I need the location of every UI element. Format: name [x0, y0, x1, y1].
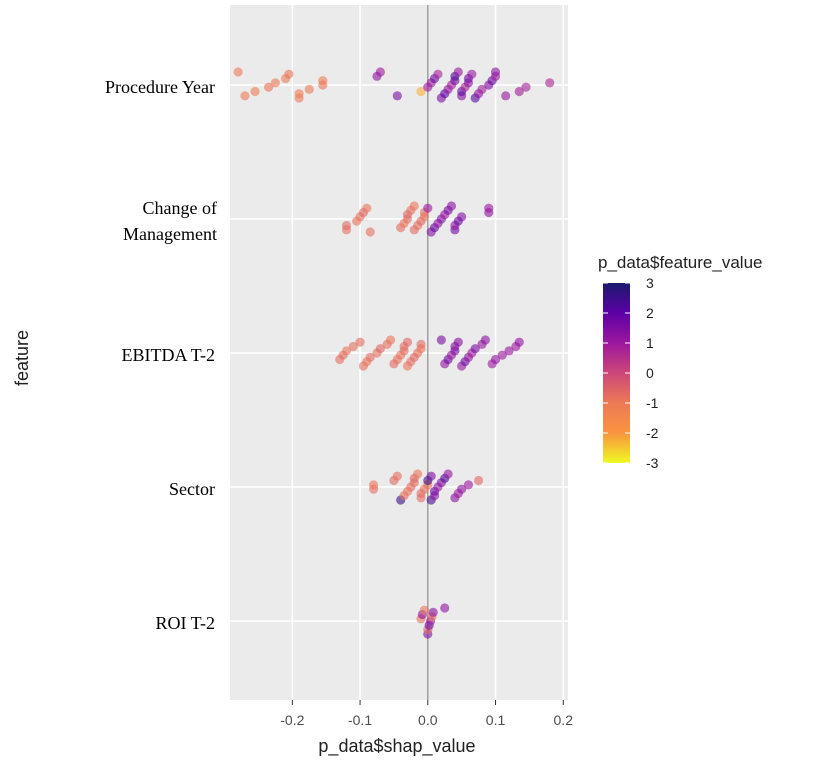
point [233, 67, 243, 77]
point [341, 346, 352, 356]
point [419, 605, 430, 615]
points [233, 67, 555, 639]
point [375, 67, 385, 77]
colorbar-tick-label: -1 [646, 395, 659, 411]
grid [230, 5, 568, 700]
point [402, 337, 413, 347]
point [365, 227, 375, 237]
point [545, 78, 555, 88]
point [504, 346, 514, 356]
point [521, 82, 531, 92]
point [440, 603, 450, 613]
point [355, 337, 365, 347]
x-axis-title: p_data$shap_value [318, 736, 475, 757]
point [446, 201, 457, 211]
point [304, 84, 314, 94]
point [348, 341, 358, 352]
x-tick-label: 0.2 [554, 712, 574, 728]
point [453, 67, 463, 77]
point [318, 76, 328, 86]
point [270, 78, 280, 88]
point [341, 220, 352, 231]
point [428, 607, 438, 617]
point [250, 86, 260, 97]
point [467, 69, 477, 79]
point [385, 335, 396, 345]
feature-label: Procedure Year [105, 77, 215, 97]
point [423, 203, 433, 213]
point [514, 337, 524, 347]
point [443, 469, 453, 479]
point [392, 471, 402, 481]
feature-label: Change of Management [123, 198, 217, 244]
point [240, 91, 250, 101]
point [484, 203, 494, 213]
point [436, 335, 446, 345]
point [362, 203, 372, 213]
point [416, 339, 426, 349]
point [284, 69, 294, 79]
feature-label: ROI T-2 [155, 613, 215, 633]
point [501, 91, 511, 101]
point [490, 67, 501, 77]
point [473, 475, 484, 486]
point [470, 344, 480, 354]
colorbar-tick-label: -2 [646, 425, 659, 441]
point [368, 480, 379, 490]
colorbar-tick-label: 3 [646, 275, 654, 291]
point [426, 471, 436, 481]
colorbar-tick-label: 2 [646, 305, 654, 321]
x-tick-label: 0.1 [486, 712, 506, 728]
point [365, 352, 375, 362]
point [413, 469, 423, 479]
point [392, 91, 402, 101]
colorbar-tick-label: 0 [646, 365, 654, 381]
point [490, 354, 501, 365]
point [514, 86, 524, 97]
y-axis-title: feature [12, 330, 32, 386]
x-tick-label: 0.0 [418, 712, 438, 728]
x-tick-label: -0.1 [348, 712, 372, 728]
feature-label: Sector [169, 479, 215, 499]
point [294, 89, 304, 99]
point [497, 350, 507, 360]
point [463, 480, 474, 490]
colorbar-title: p_data$feature_value [598, 253, 762, 272]
point [457, 484, 467, 494]
point [375, 344, 385, 354]
feature-label: EBITDA T-2 [121, 345, 215, 365]
point [264, 82, 274, 92]
point [416, 86, 426, 97]
point [453, 337, 463, 347]
point [409, 201, 419, 211]
colorbar-tick-label: -3 [646, 455, 659, 471]
x-tick-label: -0.2 [280, 712, 304, 728]
point [477, 84, 487, 94]
point [480, 335, 490, 345]
point [457, 212, 467, 222]
colorbar-tick-label: 1 [646, 335, 654, 351]
point [433, 69, 443, 79]
